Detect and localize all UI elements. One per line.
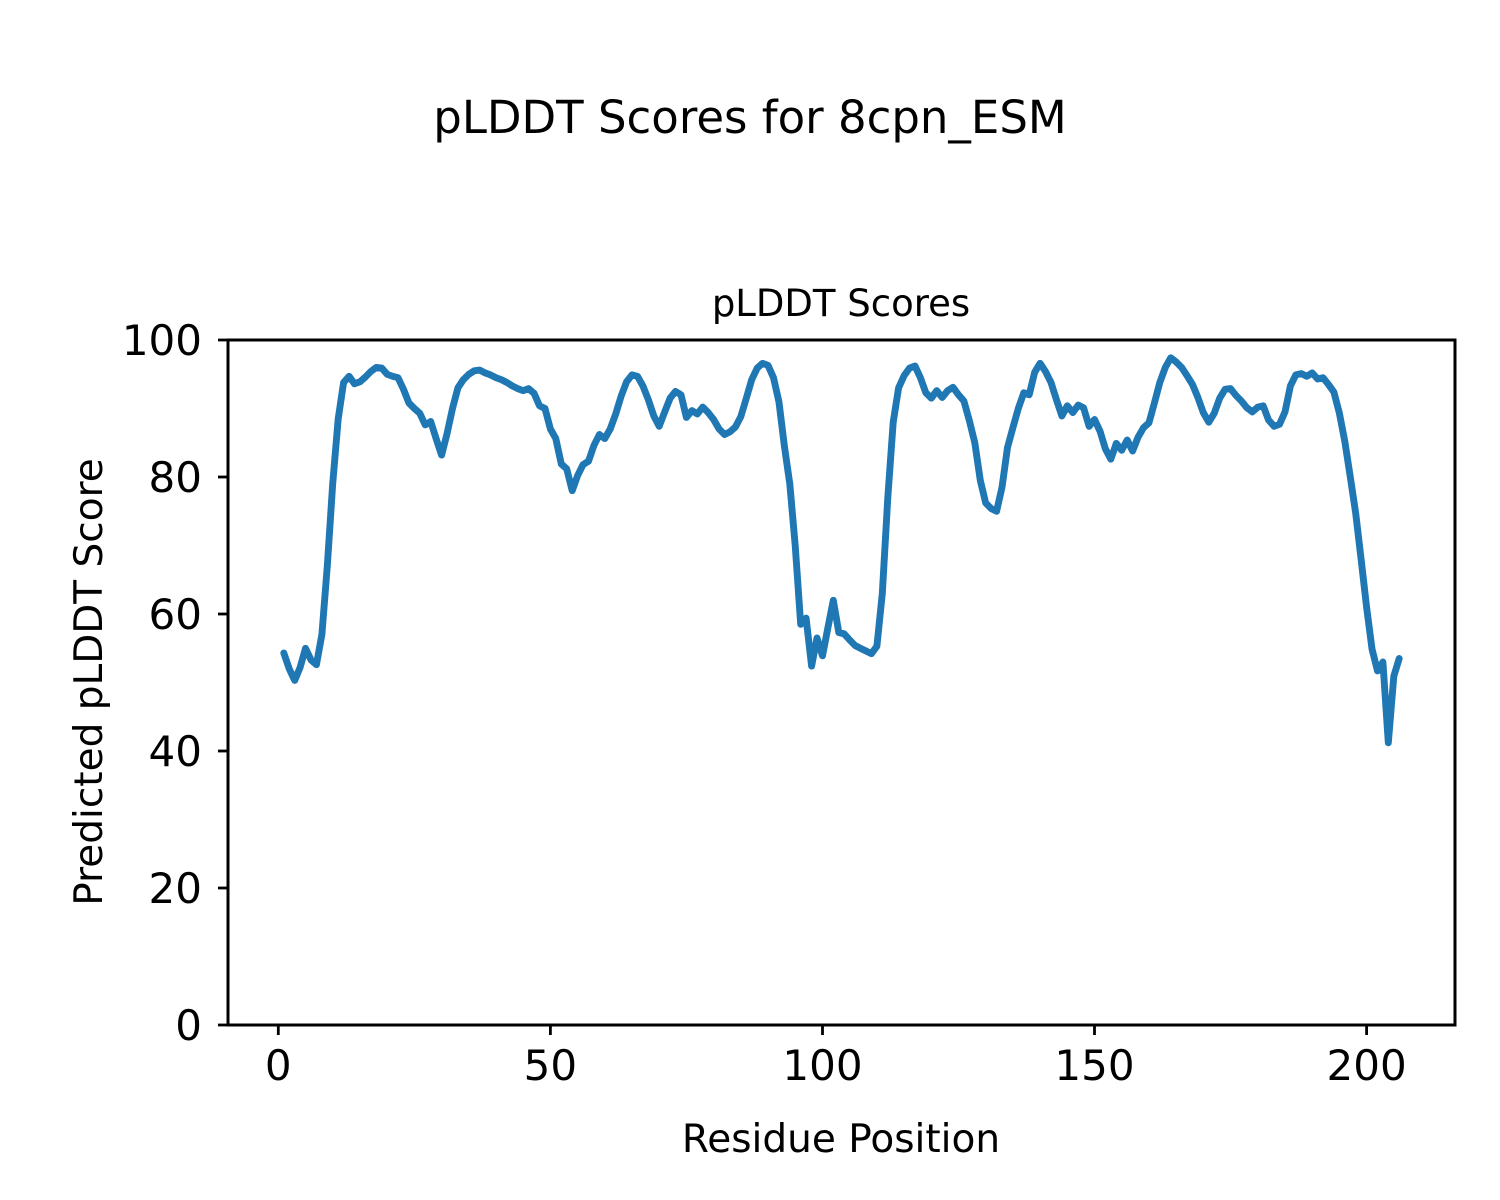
x-tick-label: 100 bbox=[782, 1041, 862, 1090]
x-tick-label: 0 bbox=[265, 1041, 292, 1090]
y-tick-label: 0 bbox=[175, 1001, 202, 1050]
y-tick-label: 40 bbox=[149, 727, 202, 776]
y-tick-label: 100 bbox=[122, 316, 202, 365]
y-tick-label: 60 bbox=[149, 590, 202, 639]
y-tick-label: 20 bbox=[149, 864, 202, 913]
y-tick-label: 80 bbox=[149, 453, 202, 502]
plot-area-border bbox=[226, 338, 1457, 1027]
figure-suptitle: pLDDT Scores for 8cpn_ESM bbox=[433, 91, 1066, 144]
x-axis-label: Residue Position bbox=[682, 1117, 1000, 1162]
x-tick-label: 50 bbox=[524, 1041, 577, 1090]
y-axis-ticks: 0 20 40 60 80 100 bbox=[122, 316, 228, 1050]
axes-title: pLDDT Scores bbox=[712, 282, 970, 325]
plddt-line bbox=[280, 354, 1403, 747]
x-tick-label: 200 bbox=[1327, 1041, 1407, 1090]
x-axis-ticks: 0 50 100 150 200 bbox=[265, 1025, 1407, 1090]
x-tick-label: 150 bbox=[1054, 1041, 1134, 1090]
y-axis-label: Predicted pLDDT Score bbox=[67, 458, 112, 905]
